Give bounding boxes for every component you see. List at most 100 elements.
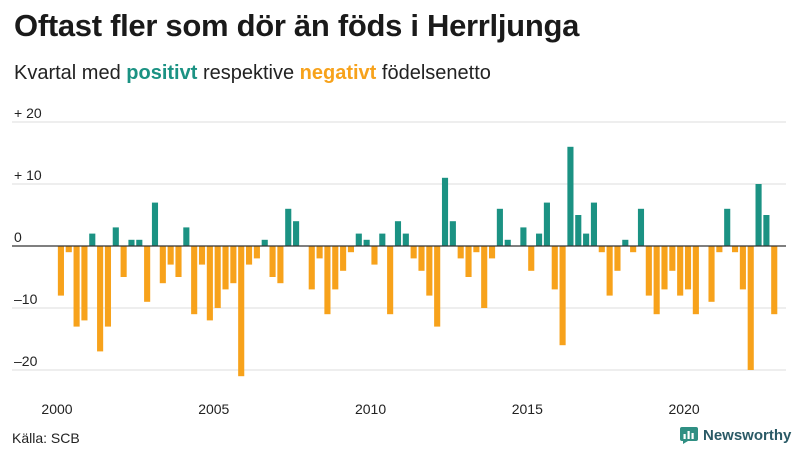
bar-positive[interactable] (285, 208, 292, 246)
bar-negative[interactable] (481, 246, 488, 308)
bar-negative[interactable] (222, 246, 229, 290)
bar-negative[interactable] (104, 246, 112, 327)
bar-negative[interactable] (214, 246, 221, 308)
bar-negative[interactable] (57, 246, 64, 296)
bar-positive[interactable] (363, 239, 370, 246)
subtitle-negative-word: negativt (299, 62, 377, 84)
bar-positive[interactable] (575, 215, 582, 246)
bar-positive[interactable] (112, 227, 119, 246)
bar-negative[interactable] (771, 246, 778, 315)
bar-negative[interactable] (684, 246, 692, 290)
bar-positive[interactable] (449, 221, 456, 246)
bar-positive[interactable] (590, 202, 598, 246)
bar-negative[interactable] (614, 246, 621, 271)
y-axis-ticks: + 20 + 10 0 –10 –20 (14, 105, 42, 369)
bar-negative[interactable] (316, 246, 323, 259)
bar-positive[interactable] (128, 239, 135, 246)
bar-negative[interactable] (324, 246, 331, 315)
bar-positive[interactable] (622, 239, 629, 246)
bar-positive[interactable] (379, 233, 386, 246)
bar-negative[interactable] (559, 246, 566, 346)
bar-negative[interactable] (340, 246, 347, 271)
bar-negative[interactable] (747, 246, 754, 370)
bar-negative[interactable] (488, 246, 496, 259)
x-tick-label: 2015 (512, 401, 543, 417)
bar-negative[interactable] (653, 246, 660, 315)
bar-positive[interactable] (567, 146, 574, 246)
bar-negative[interactable] (65, 246, 72, 253)
bar-negative[interactable] (81, 246, 88, 321)
bar-negative[interactable] (598, 246, 605, 253)
newsworthy-logo[interactable]: Newsworthy (680, 427, 791, 444)
bar-negative[interactable] (387, 246, 394, 315)
bar-negative[interactable] (434, 246, 441, 327)
bar-chart-icon (680, 427, 698, 444)
bar-negative[interactable] (245, 246, 253, 265)
bar-positive[interactable] (441, 177, 449, 246)
bar-negative[interactable] (206, 246, 213, 321)
bar-positive[interactable] (637, 208, 645, 246)
bar-positive[interactable] (755, 184, 762, 246)
bar-negative[interactable] (661, 246, 668, 290)
bar-positive[interactable] (724, 208, 731, 246)
bar-negative[interactable] (528, 246, 535, 271)
bar-positive[interactable] (504, 239, 511, 246)
bar-negative[interactable] (308, 246, 315, 290)
bar-positive[interactable] (402, 233, 409, 246)
bar-negative[interactable] (73, 246, 80, 327)
bar-negative[interactable] (692, 246, 699, 315)
bar-negative[interactable] (677, 246, 684, 296)
bar-positive[interactable] (536, 233, 543, 246)
bar-negative[interactable] (347, 246, 355, 253)
bar-positive[interactable] (136, 239, 143, 246)
bar-positive[interactable] (543, 202, 550, 246)
bar-negative[interactable] (418, 246, 425, 271)
bar-positive[interactable] (183, 227, 190, 246)
bar-positive[interactable] (394, 221, 402, 246)
bar-negative[interactable] (191, 246, 198, 315)
bar-negative[interactable] (97, 246, 104, 352)
x-tick-label: 2000 (41, 401, 72, 417)
bar-negative[interactable] (457, 246, 464, 259)
subtitle-middle: respektive (197, 62, 300, 84)
bar-negative[interactable] (426, 246, 433, 296)
bar-negative[interactable] (238, 246, 245, 377)
bar-negative[interactable] (175, 246, 182, 277)
bar-negative[interactable] (669, 246, 676, 271)
bar-positive[interactable] (496, 208, 503, 246)
bar-negative[interactable] (410, 246, 417, 259)
bar-positive[interactable] (293, 221, 300, 246)
bar-positive[interactable] (520, 227, 527, 246)
bar-negative[interactable] (371, 246, 378, 265)
bar-negative[interactable] (473, 246, 480, 253)
bar-negative[interactable] (645, 246, 652, 296)
bar-negative[interactable] (253, 246, 260, 259)
bar-negative[interactable] (159, 246, 166, 284)
bar-negative[interactable] (606, 246, 613, 296)
bar-negative[interactable] (731, 246, 739, 253)
bar-negative[interactable] (708, 246, 715, 302)
bar-negative[interactable] (167, 246, 174, 265)
y-tick-label: + 20 (14, 105, 42, 121)
bar-positive[interactable] (151, 202, 159, 246)
bar-negative[interactable] (630, 246, 637, 253)
bar-negative[interactable] (277, 246, 284, 284)
bar-negative[interactable] (739, 246, 746, 290)
bar-positive[interactable] (355, 233, 362, 246)
bar-positive[interactable] (261, 239, 268, 246)
bar-negative[interactable] (716, 246, 723, 253)
bar-positive[interactable] (763, 215, 770, 246)
bar-positive[interactable] (583, 233, 590, 246)
bar-negative[interactable] (465, 246, 472, 277)
bar-negative[interactable] (198, 246, 206, 265)
bar-negative[interactable] (144, 246, 151, 302)
bar-negative[interactable] (269, 246, 276, 277)
bar-positive[interactable] (89, 233, 96, 246)
bar-negative[interactable] (551, 246, 558, 290)
x-axis-ticks: 2000 2005 2010 2015 2020 (41, 401, 699, 417)
chart-title: Oftast fler som dör än föds i Herrljunga (14, 8, 580, 43)
bar-negative[interactable] (230, 246, 237, 284)
bar-negative[interactable] (120, 246, 127, 277)
bar-negative[interactable] (332, 246, 339, 290)
